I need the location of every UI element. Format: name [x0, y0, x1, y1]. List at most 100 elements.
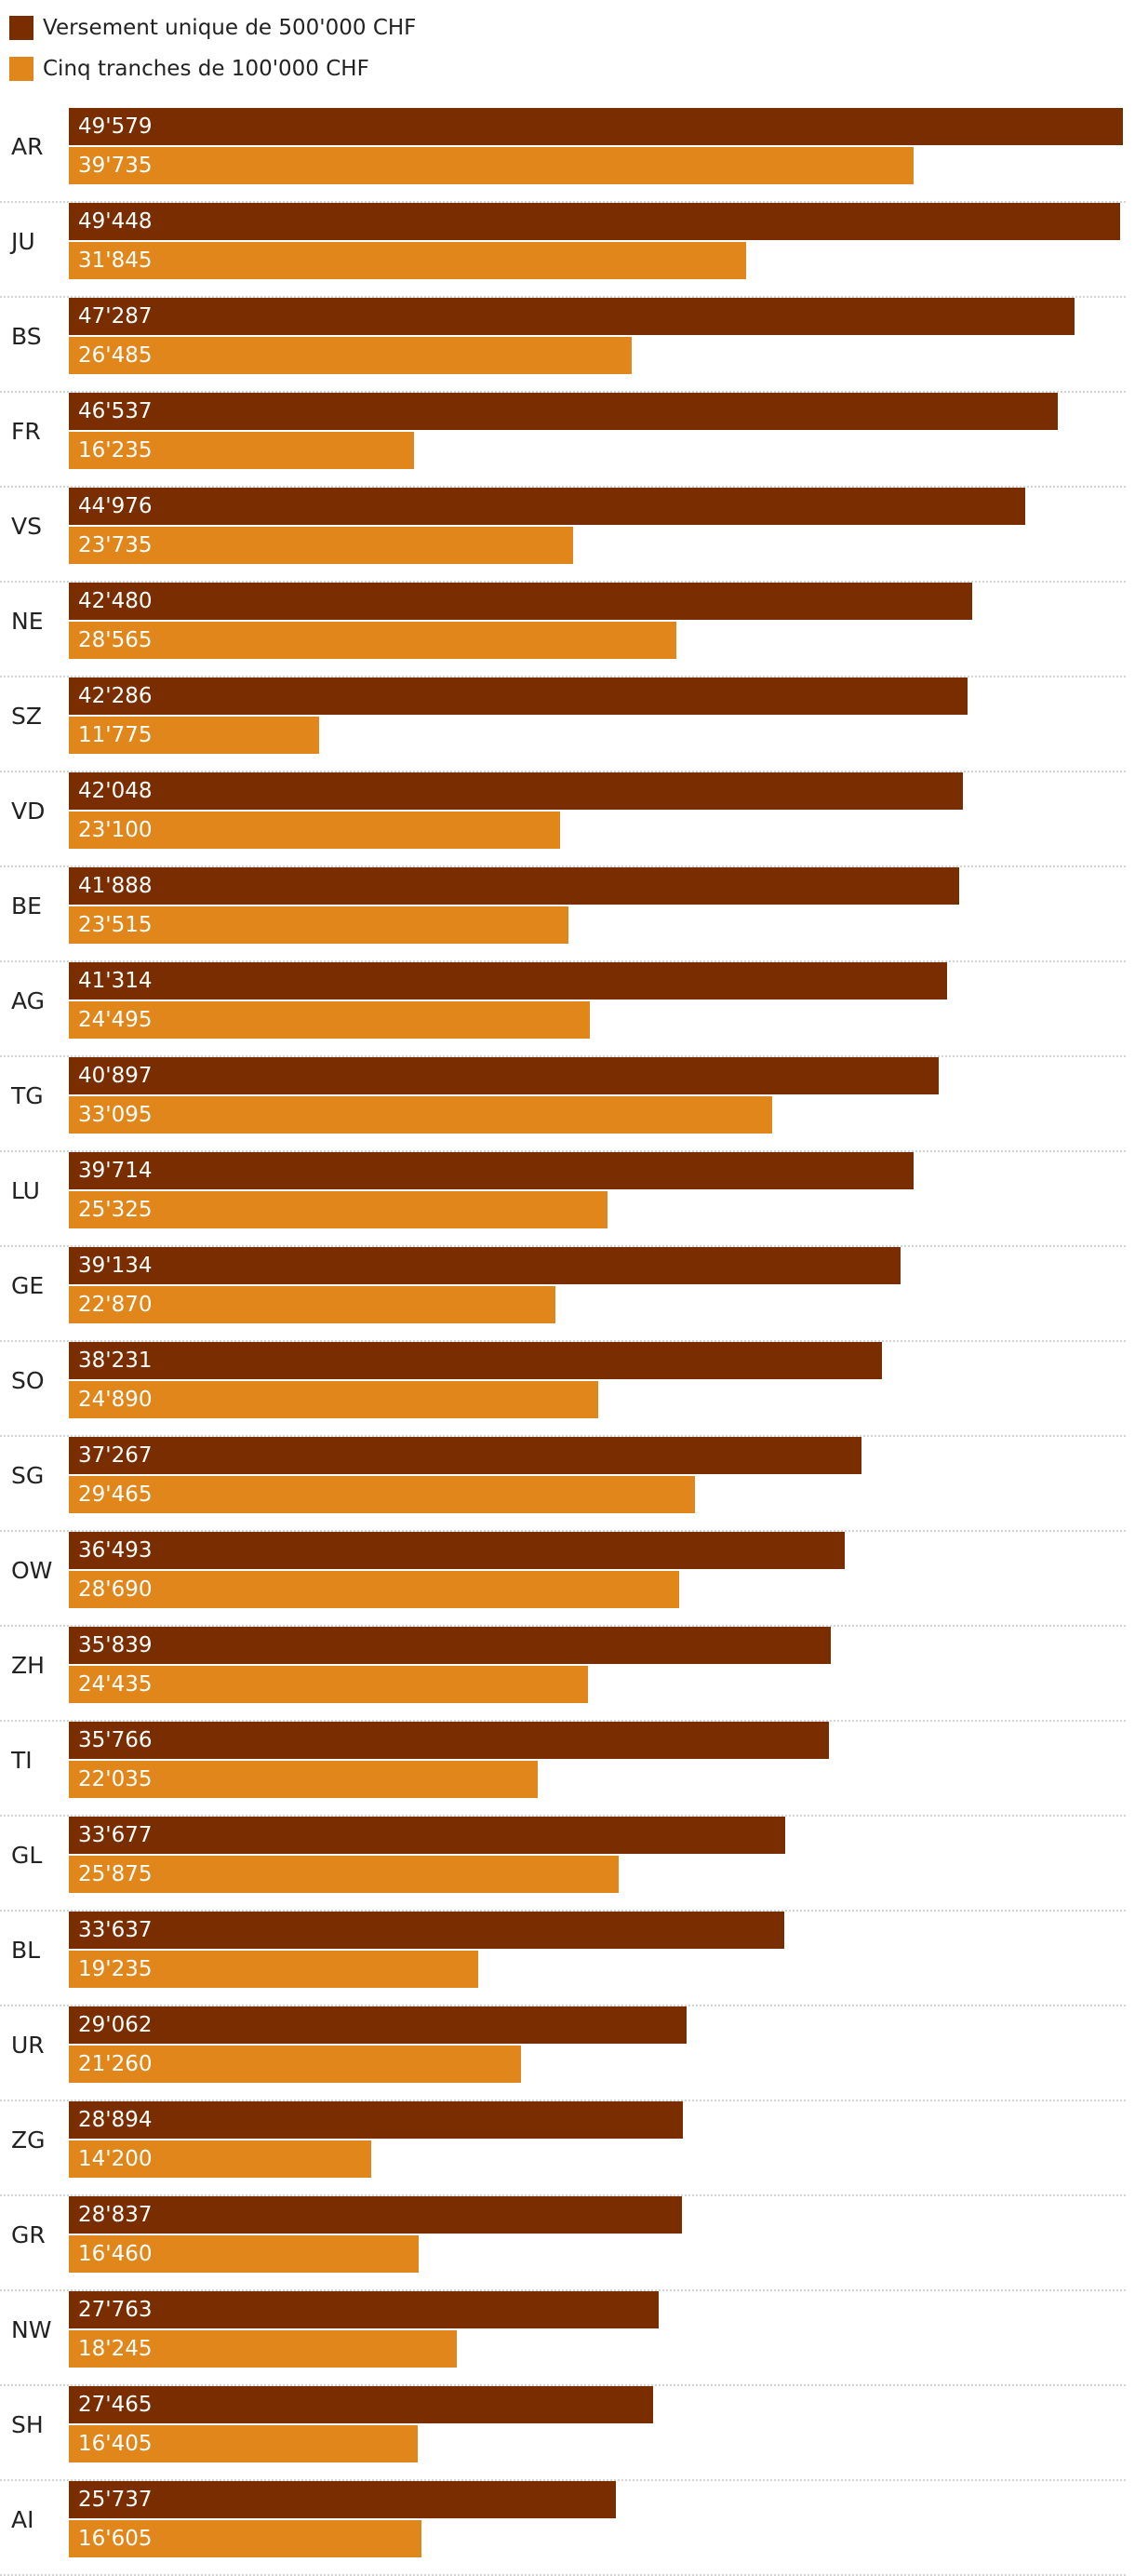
bar-single-payment: 33'637 — [69, 1912, 784, 1949]
data-label: 29'465 — [78, 1483, 153, 1507]
bar-single-payment: 39'714 — [69, 1152, 914, 1189]
category-label: AG — [11, 987, 46, 1014]
data-label: 28'690 — [78, 1577, 153, 1602]
category-label: GE — [11, 1272, 45, 1299]
bar-five-tranches: 14'200 — [69, 2140, 371, 2178]
data-label: 41'314 — [78, 969, 153, 993]
category-label: OW — [11, 1557, 53, 1584]
category-label: VD — [11, 798, 46, 825]
category-label: ZH — [11, 1652, 45, 1679]
category-label: SO — [11, 1367, 45, 1394]
data-label: 23'735 — [78, 533, 153, 557]
group-ge: GE 39'134 22'870 — [0, 1247, 1126, 1342]
data-label: 44'976 — [78, 494, 153, 518]
category-label: AR — [11, 133, 44, 160]
data-label: 25'325 — [78, 1198, 153, 1222]
bar-five-tranches: 11'775 — [69, 717, 320, 754]
bar-single-payment: 25'737 — [69, 2481, 617, 2518]
group-be: BE 41'888 23'515 — [0, 867, 1126, 962]
data-label: 19'235 — [78, 1957, 153, 1981]
bar-single-payment: 47'287 — [69, 298, 1075, 335]
data-label: 27'763 — [78, 2298, 153, 2322]
category-label: NE — [11, 608, 44, 635]
data-label: 31'845 — [78, 248, 153, 273]
legend-item-five-tranches: Cinq tranches de 100'000 CHF — [9, 48, 416, 89]
group-gl: GL 33'677 25'875 — [0, 1817, 1126, 1912]
data-label: 18'245 — [78, 2337, 153, 2361]
category-label: SG — [11, 1462, 45, 1489]
group-ow: OW 36'493 28'690 — [0, 1532, 1126, 1627]
bar-five-tranches: 29'465 — [69, 1476, 696, 1513]
bar-single-payment: 27'763 — [69, 2291, 660, 2328]
data-label: 27'465 — [78, 2393, 153, 2417]
bar-single-payment: 42'286 — [69, 678, 968, 715]
bar-single-payment: 41'314 — [69, 962, 948, 1000]
bar-five-tranches: 26'485 — [69, 337, 633, 374]
data-label: 28'837 — [78, 2203, 153, 2227]
group-ai: AI 25'737 16'605 — [0, 2481, 1126, 2576]
category-label: SZ — [11, 703, 42, 730]
group-zg: ZG 28'894 14'200 — [0, 2101, 1126, 2196]
bar-single-payment: 39'134 — [69, 1247, 901, 1284]
legend-label-five-tranches: Cinq tranches de 100'000 CHF — [43, 57, 369, 81]
group-nw: NW 27'763 18'245 — [0, 2291, 1126, 2386]
group-bl: BL 33'637 19'235 — [0, 1912, 1126, 2006]
bar-five-tranches: 18'245 — [69, 2330, 457, 2368]
data-label: 16'460 — [78, 2242, 153, 2266]
bar-single-payment: 35'839 — [69, 1627, 831, 1664]
bar-five-tranches: 23'735 — [69, 527, 574, 564]
bar-five-tranches: 16'405 — [69, 2425, 418, 2462]
data-label: 28'894 — [78, 2108, 153, 2132]
data-label: 24'495 — [78, 1008, 153, 1032]
group-vd: VD 42'048 23'100 — [0, 772, 1126, 867]
bar-five-tranches: 25'875 — [69, 1856, 620, 1893]
bar-single-payment: 36'493 — [69, 1532, 845, 1569]
data-label: 25'875 — [78, 1862, 153, 1886]
category-label: SH — [11, 2411, 44, 2438]
legend-swatch-five-tranches — [9, 57, 33, 81]
legend-label-single-payment: Versement unique de 500'000 CHF — [43, 16, 417, 40]
bar-single-payment: 27'465 — [69, 2386, 653, 2423]
group-lu: LU 39'714 25'325 — [0, 1152, 1126, 1247]
category-label: UR — [11, 2032, 45, 2059]
group-ti: TI 35'766 22'035 — [0, 1722, 1126, 1817]
data-label: 25'737 — [78, 2488, 153, 2512]
category-label: LU — [11, 1177, 40, 1204]
bar-single-payment: 49'448 — [69, 203, 1120, 240]
category-label: GL — [11, 1842, 43, 1869]
bar-single-payment: 40'897 — [69, 1057, 939, 1094]
bar-single-payment: 35'766 — [69, 1722, 830, 1759]
bar-five-tranches: 21'260 — [69, 2046, 521, 2083]
data-label: 38'231 — [78, 1348, 153, 1373]
category-label: BE — [11, 892, 42, 919]
data-label: 33'637 — [78, 1918, 153, 1942]
data-label: 42'480 — [78, 589, 153, 613]
bar-single-payment: 28'837 — [69, 2196, 682, 2234]
bar-single-payment: 33'677 — [69, 1817, 785, 1854]
data-label: 39'735 — [78, 154, 153, 178]
data-label: 11'775 — [78, 723, 153, 747]
group-so: SO 38'231 24'890 — [0, 1342, 1126, 1437]
bar-single-payment: 46'537 — [69, 393, 1059, 430]
group-ur: UR 29'062 21'260 — [0, 2006, 1126, 2101]
legend-item-single-payment: Versement unique de 500'000 CHF — [9, 7, 416, 48]
data-label: 47'287 — [78, 304, 153, 329]
data-label: 40'897 — [78, 1064, 153, 1088]
bar-single-payment: 29'062 — [69, 2006, 688, 2044]
data-label: 29'062 — [78, 2013, 153, 2037]
data-label: 26'485 — [78, 343, 153, 368]
data-label: 23'100 — [78, 818, 153, 842]
bar-five-tranches: 16'605 — [69, 2520, 422, 2557]
bar-five-tranches: 16'460 — [69, 2235, 420, 2273]
data-label: 23'515 — [78, 913, 153, 937]
group-ju: JU 49'448 31'845 — [0, 203, 1126, 298]
bar-five-tranches: 28'565 — [69, 622, 676, 659]
group-tg: TG 40'897 33'095 — [0, 1057, 1126, 1152]
legend: Versement unique de 500'000 CHF Cinq tra… — [9, 7, 416, 89]
category-label: BS — [11, 323, 42, 350]
data-label: 35'839 — [78, 1633, 153, 1657]
bar-five-tranches: 24'435 — [69, 1666, 589, 1703]
group-sz: SZ 42'286 11'775 — [0, 678, 1126, 772]
bar-five-tranches: 24'495 — [69, 1001, 590, 1039]
